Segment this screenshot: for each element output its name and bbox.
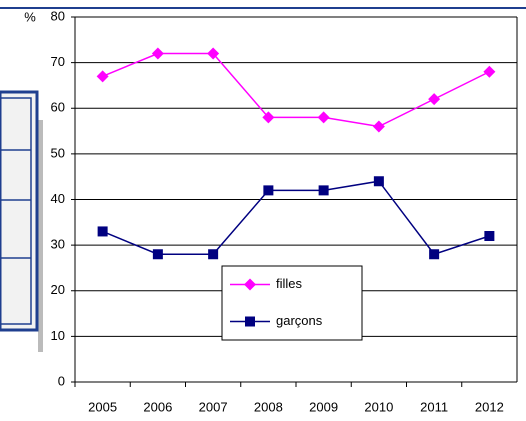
data-point <box>207 47 220 60</box>
y-tick-label: 10 <box>51 328 65 343</box>
y-tick-label: 50 <box>51 145 65 160</box>
y-tick-label: 70 <box>51 54 65 69</box>
data-point <box>317 111 330 124</box>
y-tick-label: 40 <box>51 191 65 206</box>
data-point <box>428 93 441 106</box>
data-point <box>429 249 440 260</box>
data-point <box>373 176 384 187</box>
x-tick-label: 2008 <box>254 399 283 414</box>
data-point <box>96 70 109 83</box>
y-tick-label: 30 <box>51 237 65 252</box>
x-tick-label: 2005 <box>88 399 117 414</box>
x-tick-label: 2010 <box>364 399 393 414</box>
data-point <box>483 65 496 78</box>
legend-label: filles <box>276 276 303 291</box>
x-tick-label: 2012 <box>475 399 504 414</box>
y-axis-label: % <box>24 9 36 24</box>
data-point <box>208 249 219 260</box>
series-line <box>102 52 490 128</box>
legend-marker <box>245 316 255 327</box>
y-tick-label: 80 <box>51 8 65 23</box>
panel-shadow <box>38 120 43 352</box>
data-point <box>318 185 329 196</box>
data-point <box>372 120 385 133</box>
y-tick-label: 20 <box>51 282 65 297</box>
y-tick-label: 60 <box>51 100 65 115</box>
data-point <box>263 185 274 196</box>
x-tick-label: 2007 <box>199 399 228 414</box>
data-point <box>484 231 495 241</box>
side-panel-inner <box>0 97 32 325</box>
series-line <box>102 180 490 256</box>
data-point <box>152 249 163 260</box>
legend-marker <box>244 278 256 291</box>
data-point <box>262 111 275 124</box>
legend <box>221 265 363 341</box>
x-tick-label: 2006 <box>143 399 172 414</box>
data-point <box>97 226 108 237</box>
legend-label: garçons <box>276 313 323 328</box>
x-tick-label: 2009 <box>309 399 338 414</box>
x-tick-label: 2011 <box>420 399 448 414</box>
y-tick-label: 0 <box>58 373 65 388</box>
data-point <box>151 47 164 60</box>
